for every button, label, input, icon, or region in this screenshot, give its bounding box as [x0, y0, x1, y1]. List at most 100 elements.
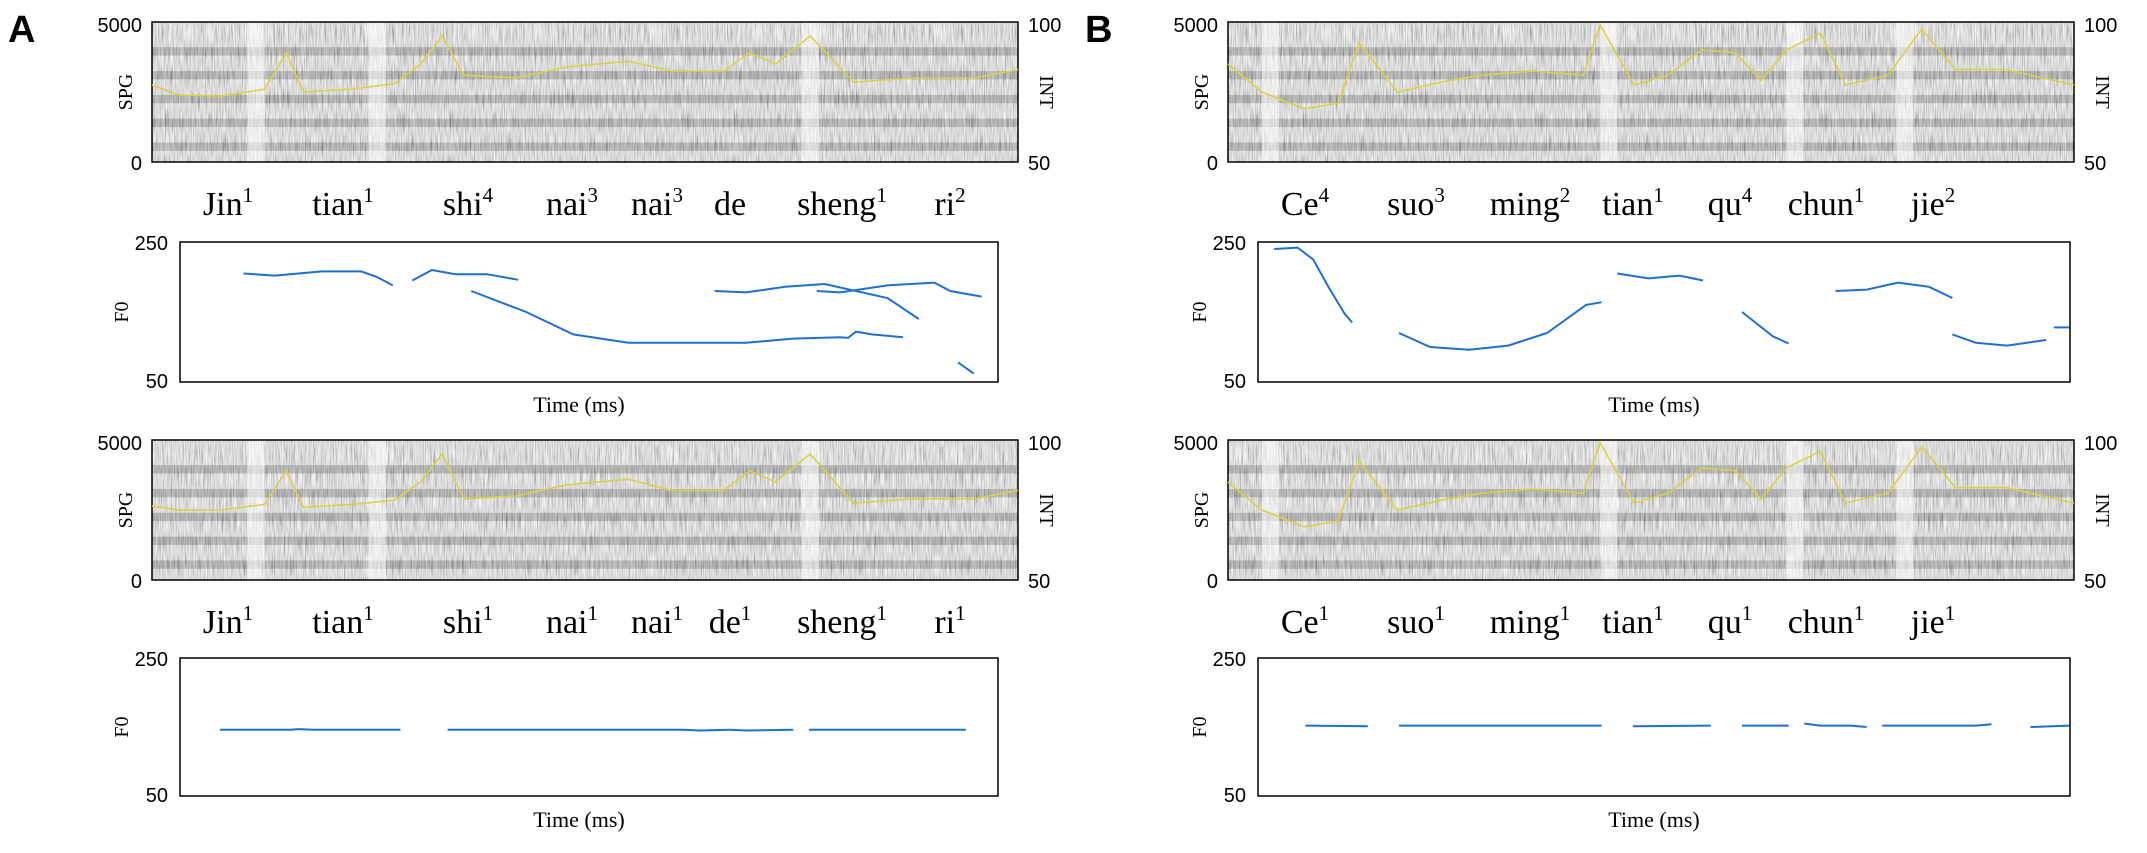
syllable-tone: 1	[1319, 601, 1330, 625]
spg-tick-top: 5000	[98, 433, 143, 455]
formant-band	[152, 94, 1018, 104]
f0-plot: 250 50 F0 Time (ms)	[1189, 649, 2071, 832]
syllable-tone: 1	[483, 601, 494, 625]
syllable-tone: 1	[876, 183, 887, 207]
f0-axis-label: F0	[1189, 301, 1211, 322]
syllable-tone: 1	[1434, 601, 1445, 625]
syllable-tone: 1	[1945, 601, 1956, 625]
spectrogram-texture	[1228, 440, 2074, 580]
int-tick-top: 100	[2084, 15, 2117, 37]
formant-band	[1228, 536, 2074, 545]
syllable-label: suo3	[1387, 183, 1445, 223]
syllable-base: jie	[1910, 604, 1945, 641]
f0-frame	[179, 657, 999, 797]
intensity-contour	[1227, 22, 2075, 110]
spectrogram	[151, 439, 1019, 581]
f0-contour-segment	[243, 270, 394, 287]
syllable-base: ming	[1490, 604, 1560, 641]
syllable-label: sheng1	[797, 601, 887, 641]
pause-gap	[1786, 22, 1804, 162]
syllable-label: de1	[709, 601, 752, 641]
f0-axis-label: F0	[111, 301, 133, 322]
syllable-base: jie	[1910, 186, 1945, 223]
spectrogram	[151, 21, 1019, 163]
spg-axis-label: SPG	[1191, 74, 1213, 111]
spectrogram-texture	[1228, 22, 2074, 162]
syllable-base: ri	[934, 186, 955, 223]
syllable-base: Ce	[1281, 186, 1319, 223]
syllable-label: nai3	[631, 183, 683, 223]
syllable-base: chun	[1788, 604, 1854, 641]
syllable-label: chun1	[1788, 183, 1865, 223]
int-tick-bottom: 50	[2084, 571, 2106, 593]
f0-contour-segment	[447, 728, 731, 732]
f0-tick-bottom: 50	[146, 371, 168, 393]
f0-x-axis-label: Time (ms)	[1608, 807, 1699, 832]
f0-contour-segment	[1952, 333, 2047, 347]
syllable-label: nai1	[546, 601, 598, 641]
spg-tick-bottom: 0	[1207, 571, 1218, 593]
formant-band	[152, 489, 1018, 498]
syllable-base: nai	[546, 186, 588, 223]
syllable-base: suo	[1387, 186, 1434, 223]
int-axis-label: INT	[1035, 493, 1057, 526]
syllable-tone: 4	[483, 183, 494, 207]
syllable-base: ri	[934, 604, 955, 641]
f0-contour-segment	[1274, 246, 1353, 324]
syllable-label: Jin1	[203, 183, 253, 223]
f0-frame	[1257, 241, 2071, 383]
syllable-base: suo	[1387, 604, 1434, 641]
syllable-tone: 4	[1742, 183, 1753, 207]
syllable-label: tian1	[312, 601, 373, 641]
f0-contour-segment	[1741, 311, 1790, 345]
syllable-label: chun1	[1788, 601, 1865, 641]
syllable-label: suo1	[1387, 601, 1445, 641]
syllable-labels: Jin1 tian1 shi4 nai3 nai3 de sheng1 ri2	[203, 183, 966, 223]
formant-band	[152, 118, 1018, 127]
syllable-base: tian	[312, 186, 363, 223]
syllable-label: jie1	[1910, 601, 1955, 641]
spg-tick-bottom: 0	[1207, 153, 1218, 175]
spectrogram-texture	[152, 440, 1018, 580]
syllable-base: de	[709, 604, 741, 641]
syllable-base: Jin	[203, 186, 243, 223]
syllable-tone: 1	[588, 601, 599, 625]
int-tick-bottom: 50	[1028, 153, 1050, 175]
syllable-base: nai	[631, 604, 673, 641]
pause-gap	[247, 22, 265, 162]
syllable-label: tian1	[312, 183, 373, 223]
syllable-label: nai3	[546, 183, 598, 223]
f0-contour-segment	[2030, 724, 2070, 728]
syllable-label: ri1	[934, 601, 965, 641]
syllable-label: shi1	[443, 601, 493, 641]
pause-gap	[1786, 440, 1804, 580]
f0-tick-top: 250	[1213, 649, 1246, 671]
int-tick-bottom: 50	[1028, 571, 1050, 593]
f0-plot: 250 50 F0 Time (ms)	[1189, 233, 2071, 417]
formant-band	[1228, 560, 2074, 569]
syllable-tone: 1	[955, 601, 966, 625]
formant-band	[152, 71, 1018, 80]
spg-axis-label: SPG	[115, 74, 137, 111]
syllable-base: nai	[631, 186, 673, 223]
syllable-label: Ce4	[1281, 183, 1330, 223]
syllable-tone: 1	[243, 183, 254, 207]
spg-axis-label: SPG	[115, 492, 137, 529]
syllable-base: Jin	[203, 604, 243, 641]
syllable-tone: 1	[1560, 601, 1571, 625]
f0-tick-top: 250	[135, 649, 168, 671]
syllable-labels: Jin1 tian1 shi1 nai1 nai1 de1 sheng1 ri1	[203, 601, 966, 641]
f0-axis-label: F0	[1189, 716, 1211, 737]
formant-band	[1228, 142, 2074, 151]
syllable-tone: 1	[243, 601, 254, 625]
syllable-label: ri2	[934, 183, 965, 223]
pause-gap	[1600, 440, 1618, 580]
int-axis-label: INT	[1035, 75, 1057, 108]
syllable-base: tian	[312, 604, 363, 641]
syllable-label: nai1	[631, 601, 683, 641]
pause-gap	[1261, 440, 1279, 580]
formant-band	[152, 560, 1018, 569]
syllable-tone: 1	[673, 601, 684, 625]
